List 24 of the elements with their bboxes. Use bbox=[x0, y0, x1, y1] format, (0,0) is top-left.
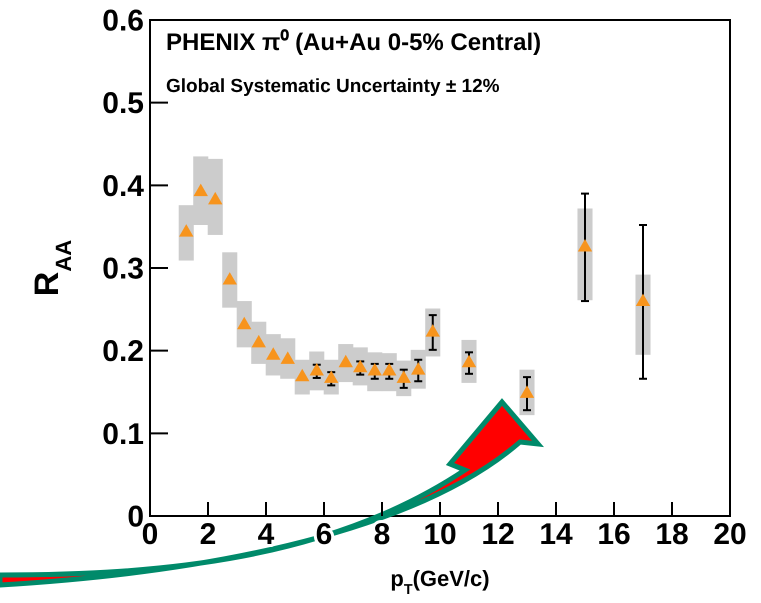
x-tick-label: 12 bbox=[481, 518, 515, 551]
point bbox=[208, 192, 222, 204]
point bbox=[462, 354, 476, 368]
x-tick-label: 2 bbox=[200, 518, 216, 551]
y-tick-label: 0.6 bbox=[102, 4, 144, 38]
point bbox=[636, 294, 650, 306]
x-tick-label: 20 bbox=[713, 518, 747, 551]
y-tick-label: 0.2 bbox=[102, 335, 144, 368]
y-tick-label: 0.1 bbox=[102, 418, 144, 451]
x-axis-title: p$_{T}$(GeV/c) bbox=[390, 566, 490, 598]
x-tick-label: 4 bbox=[258, 518, 275, 551]
y-tick-label: 0.5 bbox=[102, 87, 144, 120]
y-tick-label: 0.4 bbox=[102, 170, 144, 203]
point bbox=[520, 385, 534, 398]
point bbox=[578, 239, 592, 252]
y-tick-label: 0.3 bbox=[102, 252, 144, 286]
x-tick-label: 14 bbox=[539, 518, 573, 551]
x-tick-label: 16 bbox=[597, 518, 631, 551]
annotation: Global Systematic Uncertainty ± 12% bbox=[166, 76, 500, 97]
x-tick-label: 18 bbox=[655, 518, 689, 551]
x-tick-label: 10 bbox=[423, 518, 457, 551]
x-tick-label: 8 bbox=[374, 518, 390, 551]
annotation: PHENIX π⁰ (Au+Au 0-5% Central) bbox=[166, 29, 542, 56]
point bbox=[194, 184, 208, 196]
